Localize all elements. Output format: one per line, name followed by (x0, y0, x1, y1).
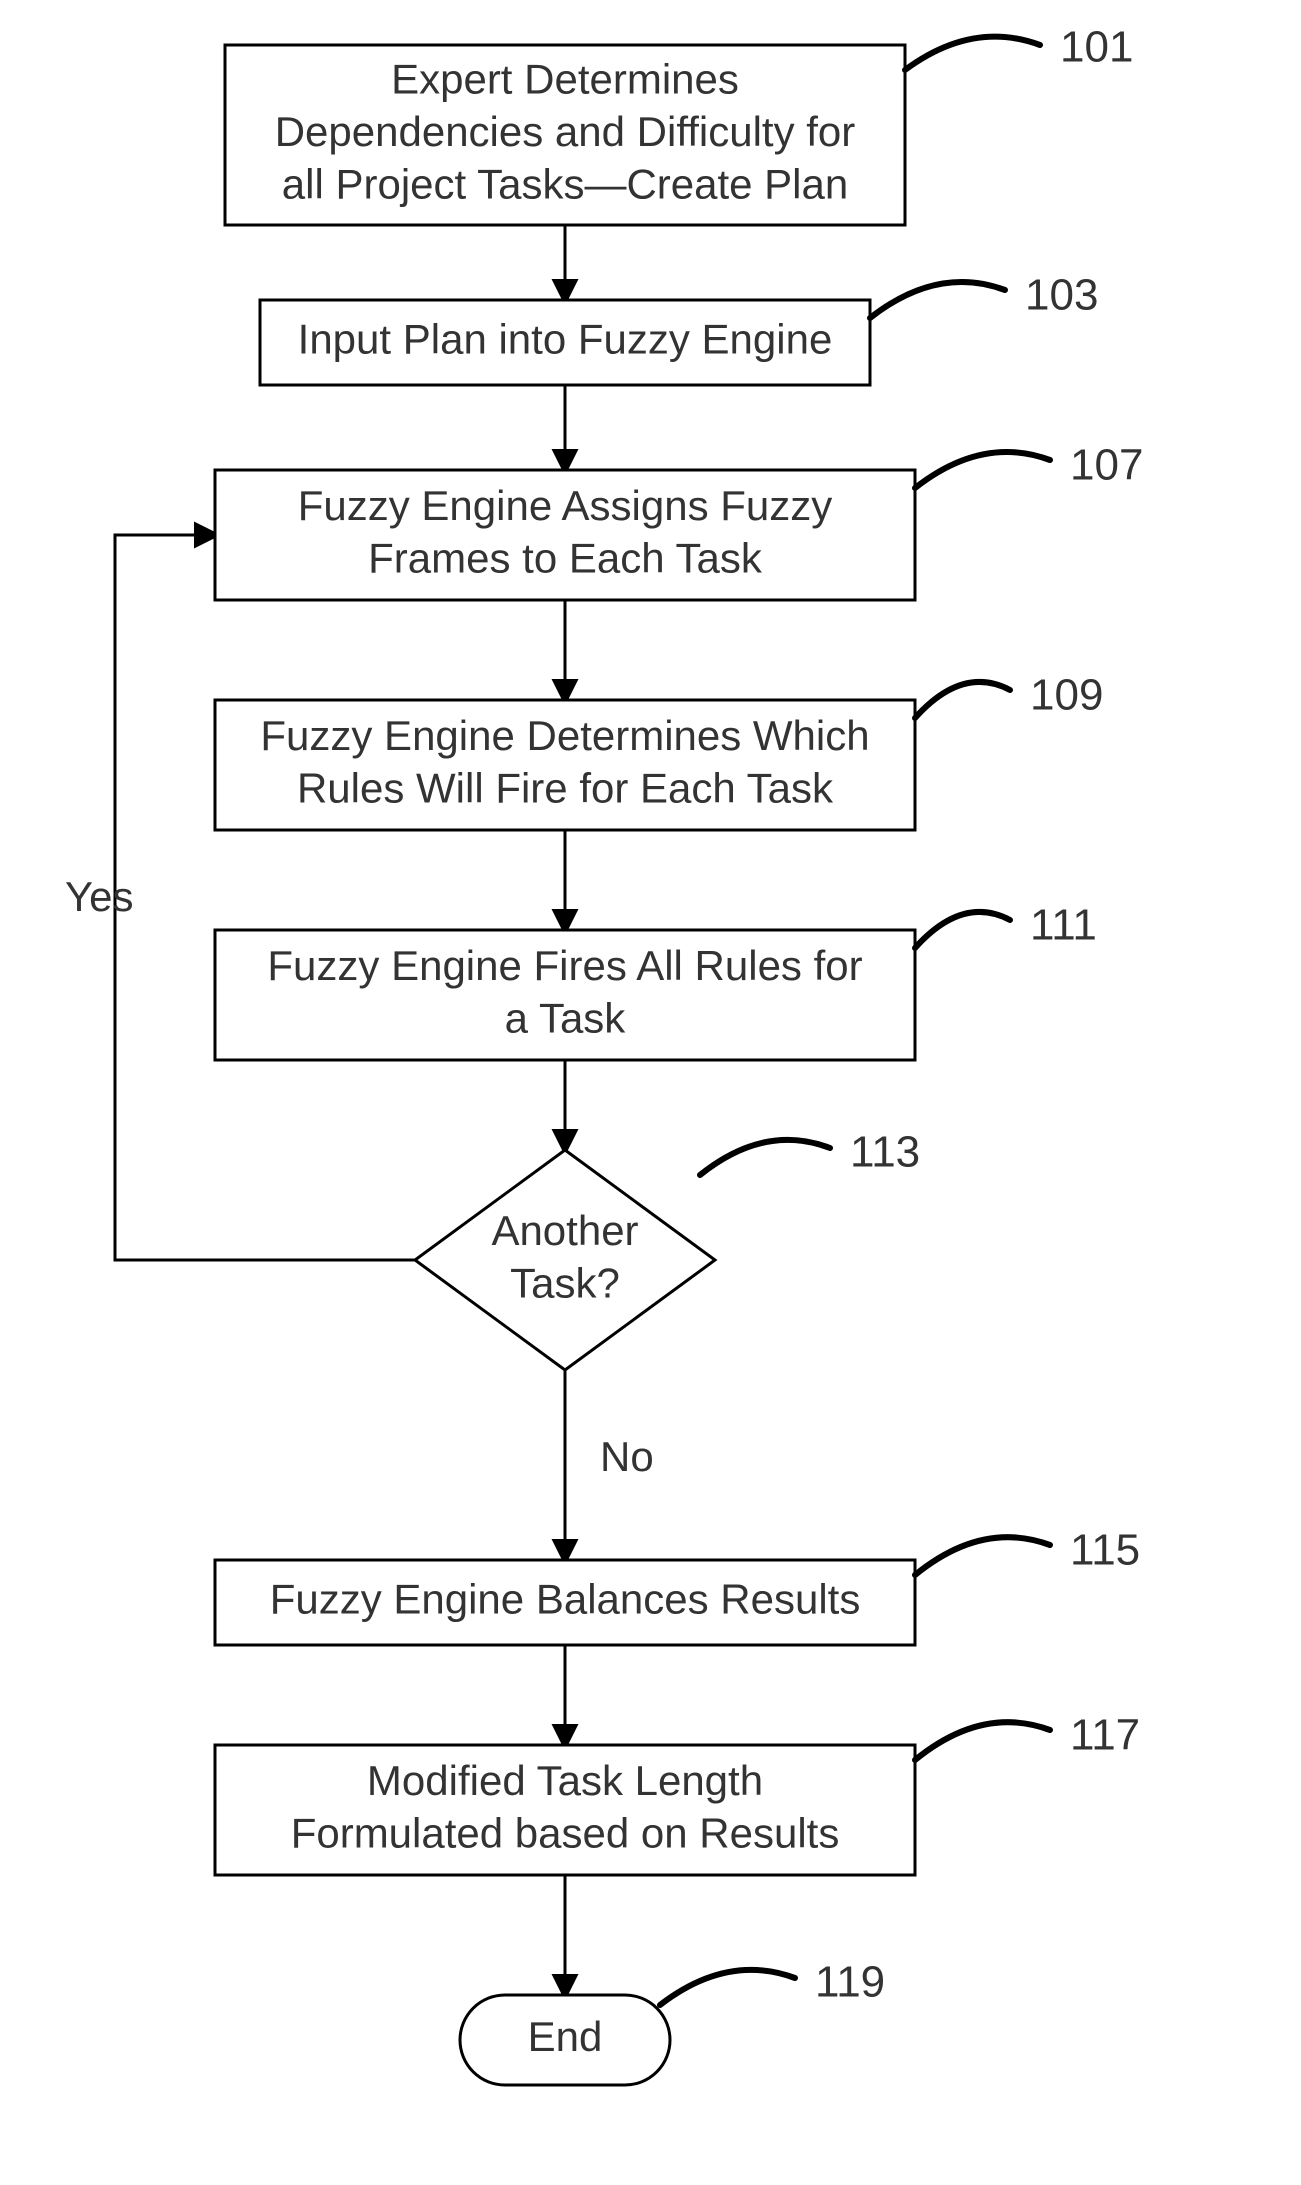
node-text-n113-line1: Task? (510, 1259, 620, 1306)
node-text-n109-line0: Fuzzy Engine Determines Which (260, 712, 869, 759)
callout-label-n119: 119 (815, 1958, 885, 2007)
callout-line-n119 (660, 1970, 795, 2005)
callout-label-n103: 103 (1025, 271, 1098, 320)
node-text-n103-line0: Input Plan into Fuzzy Engine (298, 316, 833, 363)
node-text-n101-line2: all Project Tasks—Create Plan (282, 161, 848, 208)
node-n113: Another Task? (415, 1150, 715, 1370)
node-n111: Fuzzy Engine Fires All Rules for a Task (215, 930, 915, 1060)
node-text-n111-line1: a Task (505, 994, 627, 1041)
callout-label-n109: 109 (1030, 671, 1103, 720)
callout-label-n111: 111 (1030, 901, 1097, 950)
node-n109: Fuzzy Engine Determines Which Rules Will … (215, 700, 915, 830)
node-n119: End (460, 1995, 670, 2085)
callout-label-n117: 117 (1070, 1711, 1140, 1760)
flowchart-canvas: No Yes Expert Determines Dependencies and … (0, 0, 1301, 2185)
callout-label-n101: 101 (1060, 23, 1133, 72)
node-text-n115-line0: Fuzzy Engine Balances Results (270, 1576, 861, 1623)
node-n117: Modified Task Length Formulated based on … (215, 1745, 915, 1875)
callout-label-n115: 115 (1070, 1526, 1140, 1575)
node-text-n107-line0: Fuzzy Engine Assigns Fuzzy (298, 482, 833, 529)
callout-label-n113: 113 (850, 1128, 920, 1177)
node-n101: Expert Determines Dependencies and Diffic… (225, 45, 905, 225)
callout-line-n117 (915, 1722, 1050, 1760)
callout-line-n111 (915, 912, 1010, 948)
callout-label-n107: 107 (1070, 441, 1143, 490)
callout-line-n115 (915, 1537, 1050, 1575)
node-text-n117-line0: Modified Task Length (367, 1757, 763, 1804)
callout-line-n113 (700, 1140, 830, 1175)
node-text-n113-line0: Another (491, 1207, 638, 1254)
callout-line-n101 (905, 37, 1040, 70)
node-text-n101-line0: Expert Determines (391, 56, 739, 103)
edge-label-no: No (600, 1433, 654, 1480)
node-text-n107-line1: Frames to Each Task (368, 534, 763, 581)
callout-line-n109 (915, 682, 1010, 718)
node-text-n119-line0: End (528, 2013, 603, 2060)
edge-n113-n107 (115, 535, 415, 1260)
callout-line-n107 (915, 452, 1050, 488)
node-n107: Fuzzy Engine Assigns Fuzzy Frames to Each… (215, 470, 915, 600)
callout-line-n103 (870, 282, 1005, 318)
node-n115: Fuzzy Engine Balances Results (215, 1560, 915, 1645)
node-text-n111-line0: Fuzzy Engine Fires All Rules for (267, 942, 862, 989)
node-n103: Input Plan into Fuzzy Engine (260, 300, 870, 385)
node-text-n101-line1: Dependencies and Difficulty for (275, 108, 856, 155)
edge-label-yes: Yes (65, 873, 134, 920)
node-text-n109-line1: Rules Will Fire for Each Task (297, 764, 834, 811)
node-text-n117-line1: Formulated based on Results (291, 1809, 840, 1856)
